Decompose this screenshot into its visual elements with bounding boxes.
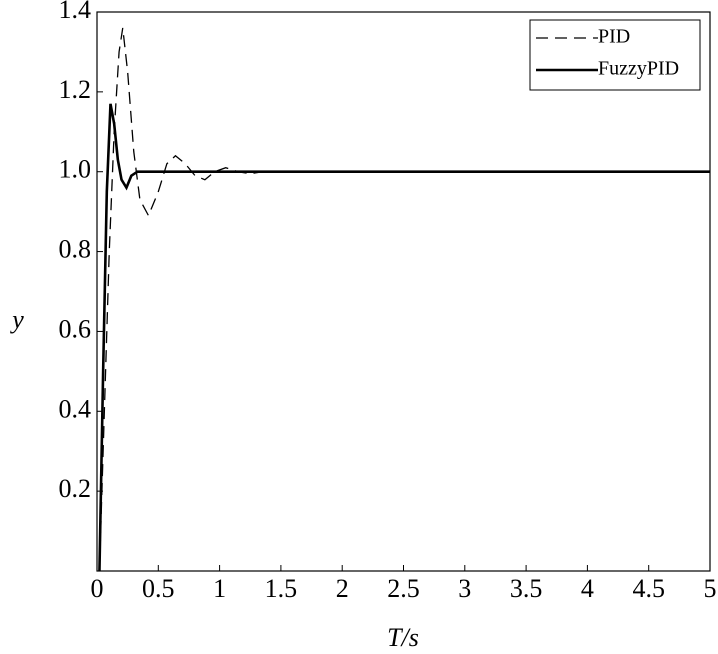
- x-tick-label: 2: [336, 574, 349, 603]
- x-tick-label: 3.5: [510, 574, 543, 603]
- x-tick-label: 2.5: [387, 574, 420, 603]
- x-tick-label: 0.5: [142, 574, 175, 603]
- y-tick-label: 0.6: [59, 314, 92, 343]
- x-tick-label: 1: [213, 574, 226, 603]
- plot-frame: [96, 11, 711, 572]
- y-tick-label: 0.2: [59, 474, 92, 503]
- x-tick-label: 4: [581, 574, 594, 603]
- legend-label: PID: [598, 26, 630, 48]
- y-tick-label: 1.4: [59, 0, 92, 24]
- x-axis-label: T/s: [387, 623, 419, 652]
- legend-box: [529, 19, 701, 91]
- y-tick-label: 1.2: [59, 75, 92, 104]
- legend-label: FuzzyPID: [598, 58, 679, 80]
- y-tick-label: 0.4: [59, 394, 92, 423]
- x-tick-label: 4.5: [632, 574, 665, 603]
- series-line: [98, 103, 710, 572]
- x-tick-label: 0: [91, 574, 104, 603]
- series-line: [98, 27, 710, 572]
- x-tick-label: 3: [458, 574, 471, 603]
- y-tick-label: 0.8: [59, 235, 92, 264]
- x-tick-label: 1.5: [265, 574, 298, 603]
- x-tick-label: 5: [704, 574, 717, 603]
- y-axis-label: y: [9, 305, 24, 334]
- y-tick-label: 1.0: [59, 155, 92, 184]
